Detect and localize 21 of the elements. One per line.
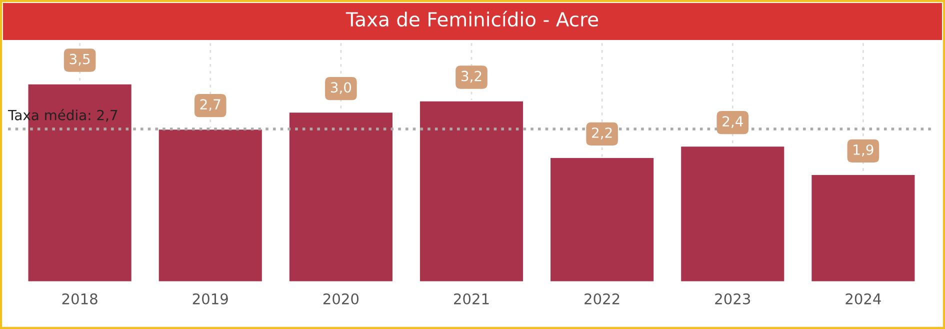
data-label: 2,7: [200, 99, 220, 112]
bar: [810, 174, 916, 282]
data-label: 2,2: [592, 127, 612, 140]
x-tick-label: 2024: [846, 293, 881, 304]
bar: [418, 100, 524, 282]
x-tick-label: 2023: [715, 293, 750, 304]
data-label: 2,4: [722, 116, 743, 128]
data-label: 3,2: [462, 70, 482, 83]
bar: [288, 111, 394, 282]
x-tick-label: 2019: [192, 293, 228, 304]
bar: [157, 128, 264, 282]
data-label: 3,0: [330, 82, 352, 94]
bar: [549, 156, 655, 282]
x-tick-label: 2021: [454, 293, 489, 304]
data-label: 1,9: [854, 144, 874, 156]
x-tick-label: 2022: [584, 293, 620, 304]
data-label: 3,5: [70, 54, 90, 66]
x-tick-label: 2018: [62, 293, 98, 304]
x-tick-label: 2020: [323, 293, 359, 304]
chart-title: Taxa de Feminicídio - Acre: [346, 10, 598, 27]
bar: [680, 145, 786, 282]
